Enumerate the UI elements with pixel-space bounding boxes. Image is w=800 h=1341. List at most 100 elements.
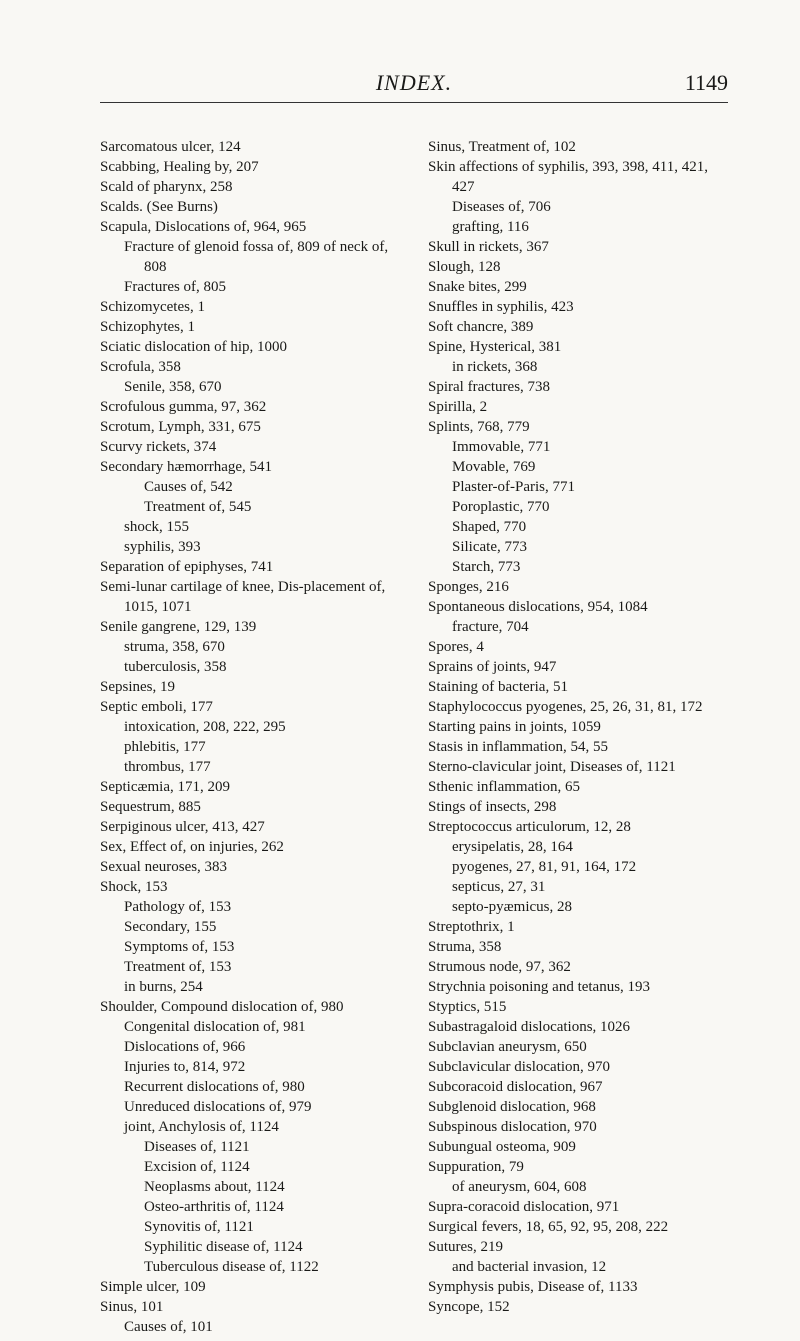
index-entry: septicus, 27, 31: [428, 877, 728, 897]
index-entry: Osteo-arthritis of, 1124: [100, 1197, 400, 1217]
index-entry: syphilis, 393: [100, 537, 400, 557]
index-entry: Stings of insects, 298: [428, 797, 728, 817]
right-column: Sinus, Treatment of, 102Skin affections …: [414, 137, 728, 1337]
index-entry: shock, 155: [100, 517, 400, 537]
index-entry: Scabbing, Healing by, 207: [100, 157, 400, 177]
index-entry: Sinus, 101: [100, 1297, 400, 1317]
index-entry: Sarcomatous ulcer, 124: [100, 137, 400, 157]
index-entry: Symphysis pubis, Disease of, 1133: [428, 1277, 728, 1297]
index-entry: Causes of, 542: [100, 477, 400, 497]
page-title: INDEX.: [376, 70, 452, 96]
index-entry: Neoplasms about, 1124: [100, 1177, 400, 1197]
index-entry: joint, Anchylosis of, 1124: [100, 1117, 400, 1137]
index-entry: Staphylococcus pyogenes, 25, 26, 31, 81,…: [428, 697, 728, 717]
index-entry: thrombus, 177: [100, 757, 400, 777]
index-entry: Recurrent dislocations of, 980: [100, 1077, 400, 1097]
index-entry: Skull in rickets, 367: [428, 237, 728, 257]
index-entry: Sequestrum, 885: [100, 797, 400, 817]
index-entry: Silicate, 773: [428, 537, 728, 557]
index-entry: Shaped, 770: [428, 517, 728, 537]
index-entry: Syphilitic disease of, 1124: [100, 1237, 400, 1257]
index-entry: Slough, 128: [428, 257, 728, 277]
index-entry: Subspinous dislocation, 970: [428, 1117, 728, 1137]
index-entry: Struma, 358: [428, 937, 728, 957]
index-entry: Movable, 769: [428, 457, 728, 477]
index-entry: Diseases of, 706: [428, 197, 728, 217]
index-entry: Secondary, 155: [100, 917, 400, 937]
index-entry: Suppuration, 79: [428, 1157, 728, 1177]
index-entry: Stasis in inflammation, 54, 55: [428, 737, 728, 757]
index-entry: of aneurysm, 604, 608: [428, 1177, 728, 1197]
index-entry: Septic emboli, 177: [100, 697, 400, 717]
index-entry: Starch, 773: [428, 557, 728, 577]
index-entry: Scapula, Dislocations of, 964, 965: [100, 217, 400, 237]
index-entry: Congenital dislocation of, 981: [100, 1017, 400, 1037]
index-entry: Scrofulous gumma, 97, 362: [100, 397, 400, 417]
page-header: INDEX. 1149: [100, 70, 728, 96]
index-entry: Separation of epiphyses, 741: [100, 557, 400, 577]
index-entry: pyogenes, 27, 81, 91, 164, 172: [428, 857, 728, 877]
index-entry: Fracture of glenoid fossa of, 809 of nec…: [100, 237, 400, 277]
index-entry: Supra-coracoid dislocation, 971: [428, 1197, 728, 1217]
index-entry: Strychnia poisoning and tetanus, 193: [428, 977, 728, 997]
index-entry: Semi-lunar cartilage of knee, Dis-placem…: [100, 577, 400, 617]
index-entry: Spontaneous dislocations, 954, 1084: [428, 597, 728, 617]
index-entry: Subclavicular dislocation, 970: [428, 1057, 728, 1077]
index-entry: Synovitis of, 1121: [100, 1217, 400, 1237]
index-entry: Scalds. (See Burns): [100, 197, 400, 217]
index-entry: Snake bites, 299: [428, 277, 728, 297]
index-entry: erysipelatis, 28, 164: [428, 837, 728, 857]
index-entry: Treatment of, 545: [100, 497, 400, 517]
index-entry: Streptococcus articulorum, 12, 28: [428, 817, 728, 837]
index-entry: septo-pyæmicus, 28: [428, 897, 728, 917]
index-entry: Scurvy rickets, 374: [100, 437, 400, 457]
index-entry: Splints, 768, 779: [428, 417, 728, 437]
index-entry: Starting pains in joints, 1059: [428, 717, 728, 737]
index-entry: Spiral fractures, 738: [428, 377, 728, 397]
index-entry: Styptics, 515: [428, 997, 728, 1017]
index-entry: Injuries to, 814, 972: [100, 1057, 400, 1077]
index-entry: Tuberculous disease of, 1122: [100, 1257, 400, 1277]
header-rule: [100, 102, 728, 103]
index-entry: Unreduced dislocations of, 979: [100, 1097, 400, 1117]
index-entry: Streptothrix, 1: [428, 917, 728, 937]
index-entry: Sex, Effect of, on injuries, 262: [100, 837, 400, 857]
index-entry: Spores, 4: [428, 637, 728, 657]
index-entry: Subungual osteoma, 909: [428, 1137, 728, 1157]
index-entry: in burns, 254: [100, 977, 400, 997]
index-entry: Syncope, 152: [428, 1297, 728, 1317]
index-entry: Sexual neuroses, 383: [100, 857, 400, 877]
index-entry: Secondary hæmorrhage, 541: [100, 457, 400, 477]
index-entry: Poroplastic, 770: [428, 497, 728, 517]
index-entry: Septicæmia, 171, 209: [100, 777, 400, 797]
index-entry: Staining of bacteria, 51: [428, 677, 728, 697]
index-entry: Sinus, Treatment of, 102: [428, 137, 728, 157]
index-entry: Treatment of, 153: [100, 957, 400, 977]
index-entry: Symptoms of, 153: [100, 937, 400, 957]
index-entry: Simple ulcer, 109: [100, 1277, 400, 1297]
index-entry: Schizomycetes, 1: [100, 297, 400, 317]
index-entry: in rickets, 368: [428, 357, 728, 377]
index-entry: fracture, 704: [428, 617, 728, 637]
index-entry: Schizophytes, 1: [100, 317, 400, 337]
index-entry: Skin affections of syphilis, 393, 398, 4…: [428, 157, 728, 197]
index-entry: Scrotum, Lymph, 331, 675: [100, 417, 400, 437]
index-entry: Causes of, 101: [100, 1317, 400, 1337]
index-entry: Sponges, 216: [428, 577, 728, 597]
index-entry: Sepsines, 19: [100, 677, 400, 697]
page-number: 1149: [685, 70, 728, 96]
index-entry: intoxication, 208, 222, 295: [100, 717, 400, 737]
index-entry: Subclavian aneurysm, 650: [428, 1037, 728, 1057]
index-entry: tuberculosis, 358: [100, 657, 400, 677]
index-entry: Scrofula, 358: [100, 357, 400, 377]
index-entry: Excision of, 1124: [100, 1157, 400, 1177]
index-entry: Surgical fevers, 18, 65, 92, 95, 208, 22…: [428, 1217, 728, 1237]
index-entry: Sprains of joints, 947: [428, 657, 728, 677]
index-entry: Dislocations of, 966: [100, 1037, 400, 1057]
index-entry: Sterno-clavicular joint, Diseases of, 11…: [428, 757, 728, 777]
index-entry: Scald of pharynx, 258: [100, 177, 400, 197]
index-entry: Sciatic dislocation of hip, 1000: [100, 337, 400, 357]
index-entry: Diseases of, 1121: [100, 1137, 400, 1157]
index-entry: Fractures of, 805: [100, 277, 400, 297]
left-column: Sarcomatous ulcer, 124Scabbing, Healing …: [100, 137, 414, 1337]
